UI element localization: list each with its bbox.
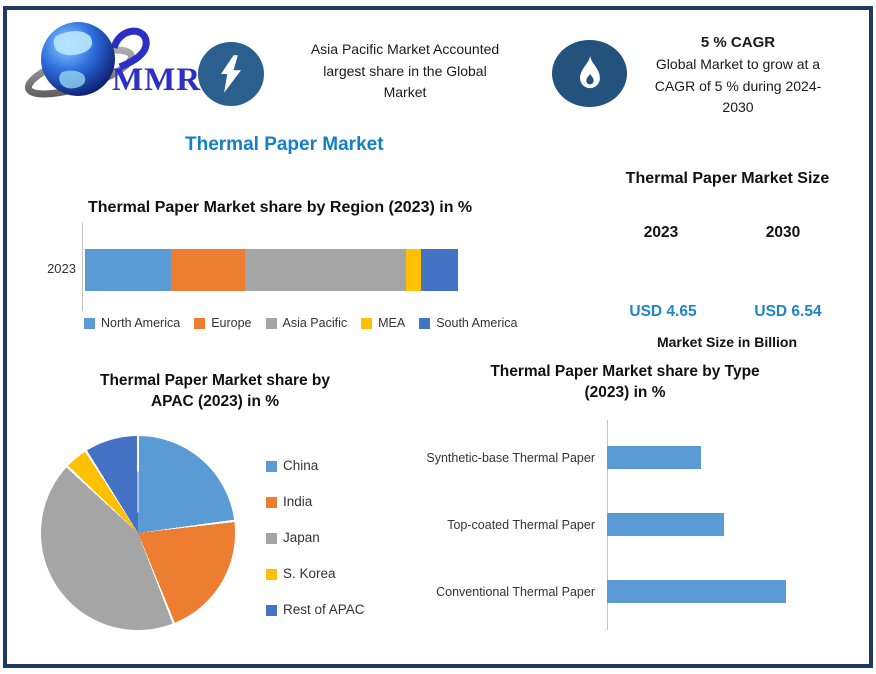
type-bar: [607, 580, 786, 603]
cagr-line-3: 2030: [722, 99, 754, 115]
flame-icon: [579, 55, 600, 88]
apac-chart-title: Thermal Paper Market share by APAC (2023…: [65, 370, 365, 412]
highlight-asia-pacific: Asia Pacific Market Accounted largest sh…: [268, 39, 542, 104]
bar-segment-mea: [405, 249, 421, 291]
legend-label: South America: [436, 316, 518, 330]
legend-label: Rest of APAC: [283, 602, 365, 617]
region-category-label: 2023: [47, 261, 76, 276]
highlight-line-3: Market: [383, 84, 427, 100]
pie-legend-item-rest-of-apac: Rest of APAC: [266, 602, 365, 617]
logo-text: MMR: [112, 62, 202, 98]
legend-item-mea: MEA: [361, 316, 405, 330]
page-title: Thermal Paper Market: [185, 134, 384, 155]
cagr-block: 5 % CAGR Global Market to grow at a CAGR…: [608, 34, 868, 119]
type-chart-title-line-1: Thermal Paper Market share by Type: [490, 363, 760, 380]
type-bar: [607, 513, 724, 536]
legend-swatch-icon: [419, 317, 431, 329]
region-stacked-bar: [85, 249, 458, 291]
type-bar-row-synthetic-base-thermal-paper: Synthetic-base Thermal Paper: [399, 446, 701, 469]
type-bar-row-conventional-thermal-paper: Conventional Thermal Paper: [399, 580, 786, 603]
market-size-title: Thermal Paper Market Size: [625, 170, 830, 187]
highlight-line-1: Asia Pacific Market Accounted: [310, 41, 500, 57]
cagr-line-1: Global Market to grow at a: [655, 56, 821, 72]
market-size-year-2030: 2030: [765, 224, 801, 241]
bar-segment-north-america: [85, 249, 171, 291]
cagr-line-2: CAGR of 5 % during 2024-: [654, 77, 822, 94]
region-chart-title: Thermal Paper Market share by Region (20…: [88, 199, 473, 216]
legend-swatch-icon: [361, 317, 373, 329]
type-bar-row-top-coated-thermal-paper: Top-coated Thermal Paper: [399, 513, 724, 536]
legend-swatch-icon: [266, 533, 277, 544]
legend-label: MEA: [378, 316, 406, 330]
market-size-caption: Market Size in Billion: [656, 334, 798, 350]
bar-segment-south-america: [420, 249, 458, 291]
bar-segment-asia-pacific: [245, 249, 406, 291]
apac-chart-title-line-1: Thermal Paper Market share by: [99, 372, 331, 389]
lightning-badge: [198, 42, 264, 106]
legend-swatch-icon: [266, 605, 277, 616]
legend-swatch-icon: [266, 497, 277, 508]
lightning-icon: [221, 55, 241, 93]
legend-swatch-icon: [84, 317, 95, 329]
market-size-year-2023: 2023: [643, 224, 679, 241]
apac-pie: [41, 436, 235, 630]
bar-segment-europe: [170, 249, 246, 291]
region-chart-y-axis: [82, 223, 83, 311]
legend-label: North America: [101, 316, 181, 330]
legend-label: China: [283, 458, 319, 473]
pie-legend-item-china: China: [266, 458, 365, 473]
flame-badge: [552, 40, 627, 107]
legend-item-north-america: North America: [84, 316, 180, 330]
pie-legend-item-india: India: [266, 494, 365, 509]
legend-swatch-icon: [266, 461, 277, 472]
type-category-label: Top-coated Thermal Paper: [447, 517, 595, 532]
region-legend: North America Europe Asia Pacific MEA South …: [84, 316, 584, 330]
market-size-value-2030: USD 6.54: [754, 303, 822, 320]
legend-label: India: [283, 494, 313, 509]
apac-pie-legend: China India Japan S. Korea Rest of APAC: [266, 458, 365, 638]
legend-label: Europe: [211, 316, 252, 330]
pie-legend-item-s-korea: S. Korea: [266, 566, 365, 581]
highlight-line-2: largest share in the Global: [323, 62, 487, 79]
market-size-value-2023: USD 4.65: [629, 303, 697, 320]
legend-item-asia-pacific: Asia Pacific: [265, 316, 348, 330]
globe-logo-icon: [24, 22, 150, 98]
type-bar: [607, 446, 701, 469]
legend-item-europe: Europe: [194, 316, 252, 330]
legend-swatch-icon: [265, 317, 277, 329]
type-category-label: Synthetic-base Thermal Paper: [426, 450, 595, 465]
legend-label: S. Korea: [283, 566, 336, 581]
legend-label: Japan: [283, 530, 320, 545]
legend-swatch-icon: [266, 569, 277, 580]
apac-chart-title-line-2: APAC (2023) in %: [150, 393, 280, 410]
pie-legend-item-japan: Japan: [266, 530, 365, 545]
type-chart-title: Thermal Paper Market share by Type (2023…: [455, 361, 795, 403]
cagr-title: 5 % CAGR: [700, 34, 776, 51]
type-chart-title-line-2: (2023) in %: [584, 384, 666, 401]
type-category-label: Conventional Thermal Paper: [436, 584, 595, 599]
type-bar-rows: Synthetic-base Thermal Paper Top-coated T…: [399, 446, 859, 646]
legend-item-south-america: South America: [419, 316, 518, 330]
legend-swatch-icon: [194, 317, 206, 329]
legend-label: Asia Pacific: [282, 316, 348, 330]
mmr-logo: MMR: [22, 14, 202, 118]
